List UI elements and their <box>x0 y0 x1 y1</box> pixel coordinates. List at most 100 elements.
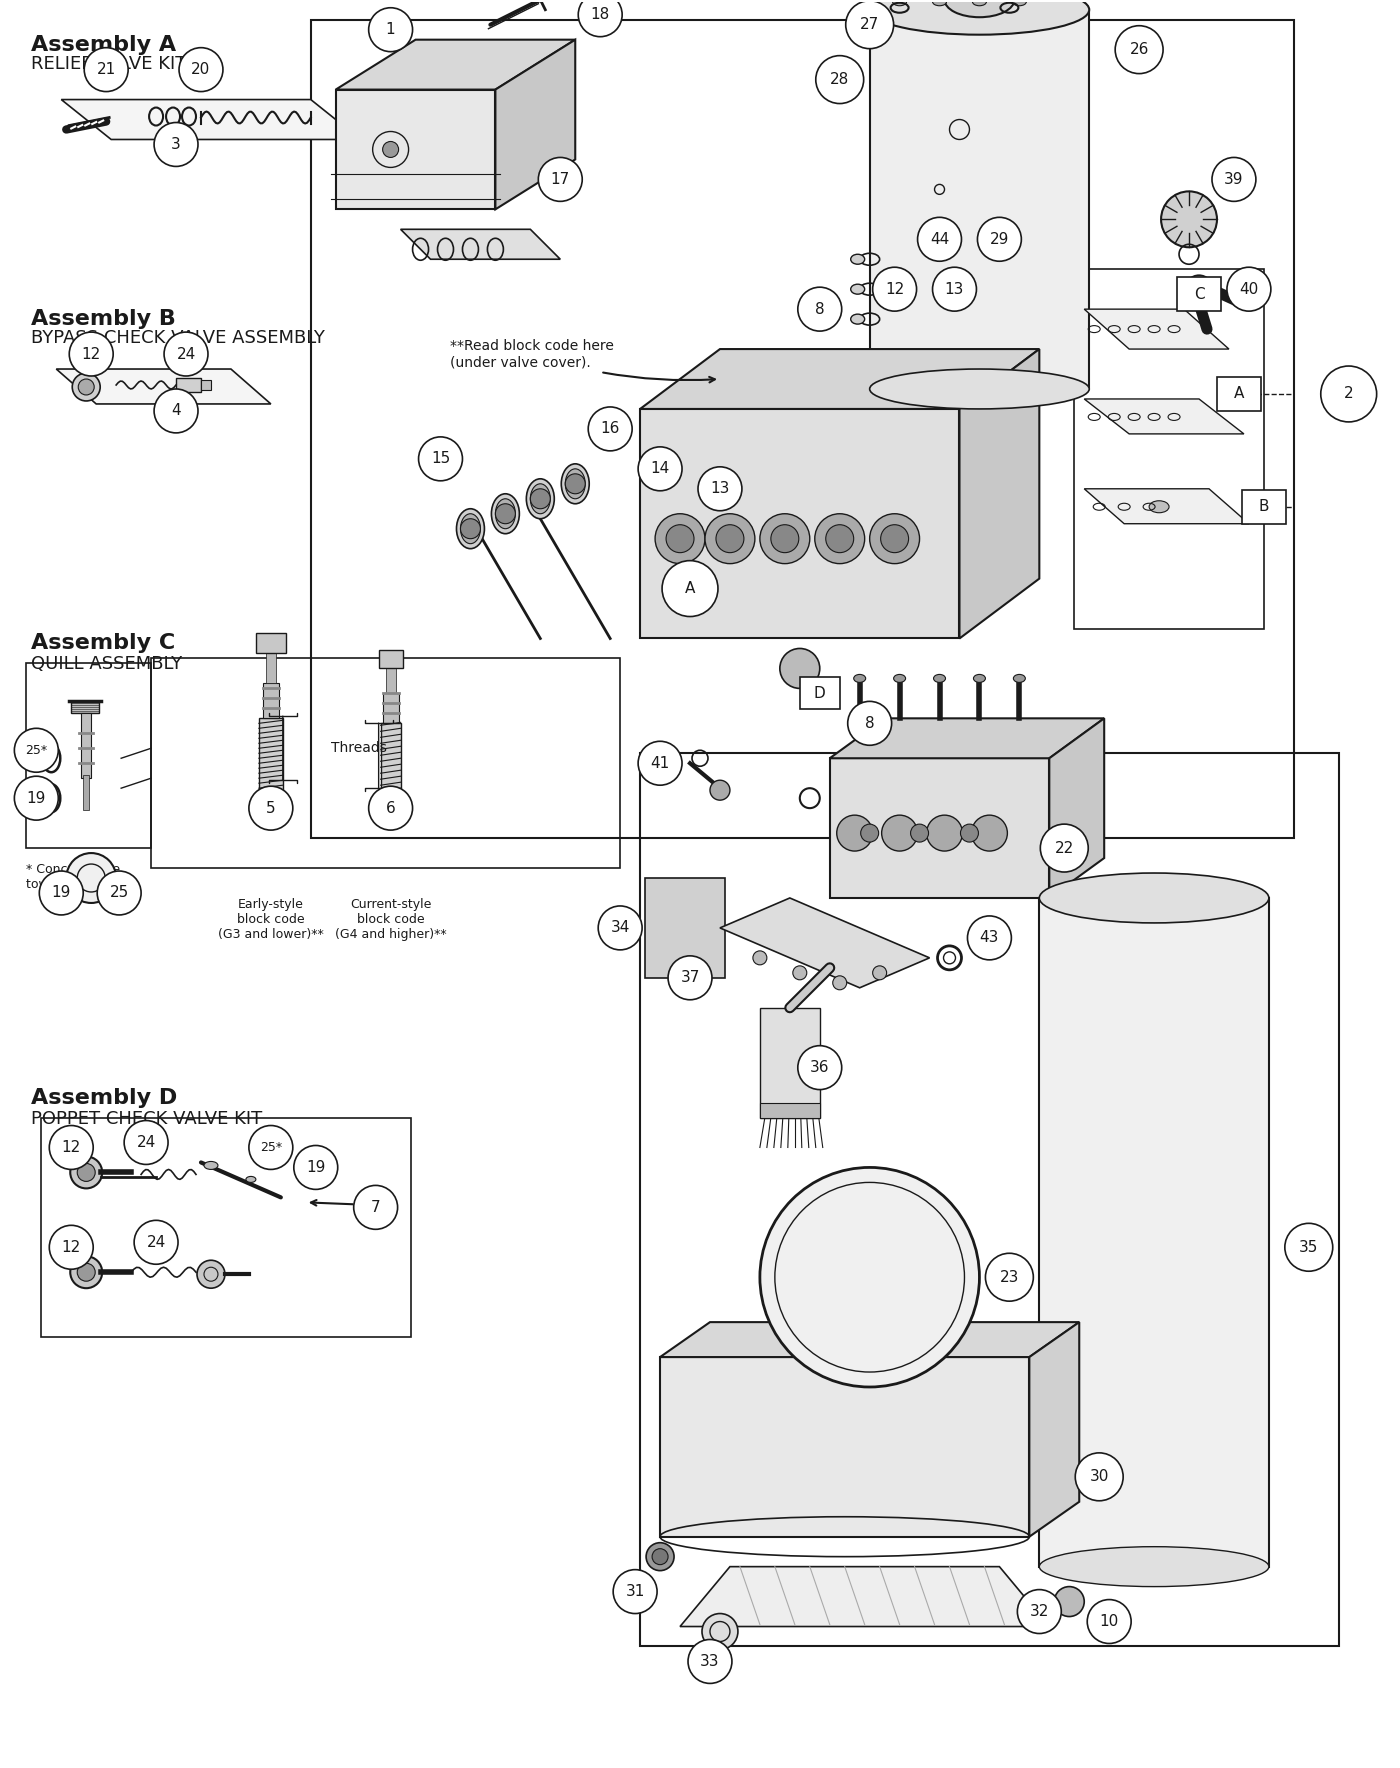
Ellipse shape <box>1014 674 1025 682</box>
Circle shape <box>197 1261 225 1289</box>
Circle shape <box>578 0 622 37</box>
Text: 41: 41 <box>651 755 669 771</box>
Polygon shape <box>959 348 1039 638</box>
Circle shape <box>881 525 909 553</box>
Text: 36: 36 <box>811 1061 830 1075</box>
Text: 19: 19 <box>307 1160 325 1176</box>
Text: 19: 19 <box>27 790 46 806</box>
Text: 24: 24 <box>147 1234 165 1250</box>
FancyBboxPatch shape <box>1177 278 1221 311</box>
Text: 15: 15 <box>431 451 451 467</box>
Bar <box>202 380 211 391</box>
Text: RELIEF VALVE KIT: RELIEF VALVE KIT <box>31 55 186 72</box>
Text: 30: 30 <box>1089 1469 1109 1485</box>
Bar <box>1074 269 1264 628</box>
Circle shape <box>910 824 928 842</box>
Bar <box>378 651 403 668</box>
Circle shape <box>14 776 59 820</box>
Circle shape <box>70 1156 102 1188</box>
Text: 34: 34 <box>610 921 630 935</box>
Text: * Concave side
towards O-ring: * Concave side towards O-ring <box>27 863 120 891</box>
Polygon shape <box>640 348 1039 408</box>
Circle shape <box>39 872 83 914</box>
Ellipse shape <box>854 674 865 682</box>
Polygon shape <box>720 898 930 988</box>
Circle shape <box>647 1543 673 1570</box>
Text: **Read block code here
(under valve cover).: **Read block code here (under valve cove… <box>451 339 715 382</box>
Circle shape <box>826 525 854 553</box>
Bar <box>176 378 202 392</box>
Text: 39: 39 <box>1224 171 1243 187</box>
Text: 22: 22 <box>1054 840 1074 856</box>
Text: 24: 24 <box>136 1135 155 1149</box>
Circle shape <box>78 378 94 394</box>
Circle shape <box>179 48 223 92</box>
Polygon shape <box>496 39 575 209</box>
Ellipse shape <box>932 0 946 5</box>
Ellipse shape <box>456 509 484 548</box>
Text: Assembly A: Assembly A <box>31 35 176 55</box>
Text: A: A <box>685 582 696 596</box>
Circle shape <box>1040 824 1088 872</box>
Ellipse shape <box>934 674 945 682</box>
Circle shape <box>1088 1600 1131 1644</box>
FancyBboxPatch shape <box>799 677 840 709</box>
Circle shape <box>613 1570 657 1614</box>
Text: 12: 12 <box>885 281 904 297</box>
FancyBboxPatch shape <box>1242 490 1285 523</box>
Circle shape <box>872 267 917 311</box>
Polygon shape <box>336 90 496 209</box>
Text: 37: 37 <box>680 971 700 985</box>
Text: C: C <box>1194 286 1204 302</box>
Circle shape <box>1184 276 1212 302</box>
Ellipse shape <box>246 1176 256 1183</box>
Text: A: A <box>1233 387 1245 401</box>
Ellipse shape <box>851 255 865 263</box>
Circle shape <box>1285 1223 1333 1271</box>
Circle shape <box>848 702 892 746</box>
Bar <box>42 1117 410 1337</box>
Ellipse shape <box>1039 873 1268 923</box>
Circle shape <box>1212 157 1256 202</box>
Circle shape <box>1226 267 1271 311</box>
Circle shape <box>798 286 841 331</box>
Text: 8: 8 <box>815 302 825 316</box>
Polygon shape <box>400 230 560 260</box>
Polygon shape <box>659 1322 1079 1358</box>
Text: Early-style
block code
(G3 and lower)**: Early-style block code (G3 and lower)** <box>218 898 323 941</box>
Circle shape <box>816 55 864 104</box>
Circle shape <box>710 780 729 801</box>
Polygon shape <box>62 99 361 140</box>
Circle shape <box>638 741 682 785</box>
Text: 8: 8 <box>865 716 875 730</box>
Text: 3: 3 <box>171 136 181 152</box>
Ellipse shape <box>893 0 907 5</box>
Circle shape <box>917 217 962 262</box>
Circle shape <box>687 1639 732 1683</box>
Circle shape <box>760 514 809 564</box>
Circle shape <box>77 1163 95 1181</box>
Ellipse shape <box>531 484 550 514</box>
Circle shape <box>699 467 742 511</box>
Text: 44: 44 <box>930 232 949 248</box>
Circle shape <box>932 267 976 311</box>
Ellipse shape <box>526 479 554 518</box>
Ellipse shape <box>461 514 480 545</box>
Bar <box>760 1103 820 1117</box>
Circle shape <box>753 951 767 965</box>
Ellipse shape <box>566 469 585 499</box>
Circle shape <box>368 7 413 51</box>
Circle shape <box>986 1254 1033 1301</box>
Polygon shape <box>1084 488 1249 523</box>
Circle shape <box>539 157 582 202</box>
Text: 40: 40 <box>1239 281 1259 297</box>
Bar <box>71 702 99 713</box>
Ellipse shape <box>1012 0 1026 5</box>
Text: 2: 2 <box>1344 387 1354 401</box>
Circle shape <box>882 815 917 850</box>
Circle shape <box>419 437 462 481</box>
Bar <box>311 19 1294 838</box>
Circle shape <box>652 1549 668 1565</box>
Circle shape <box>69 332 113 377</box>
Bar <box>266 654 276 684</box>
